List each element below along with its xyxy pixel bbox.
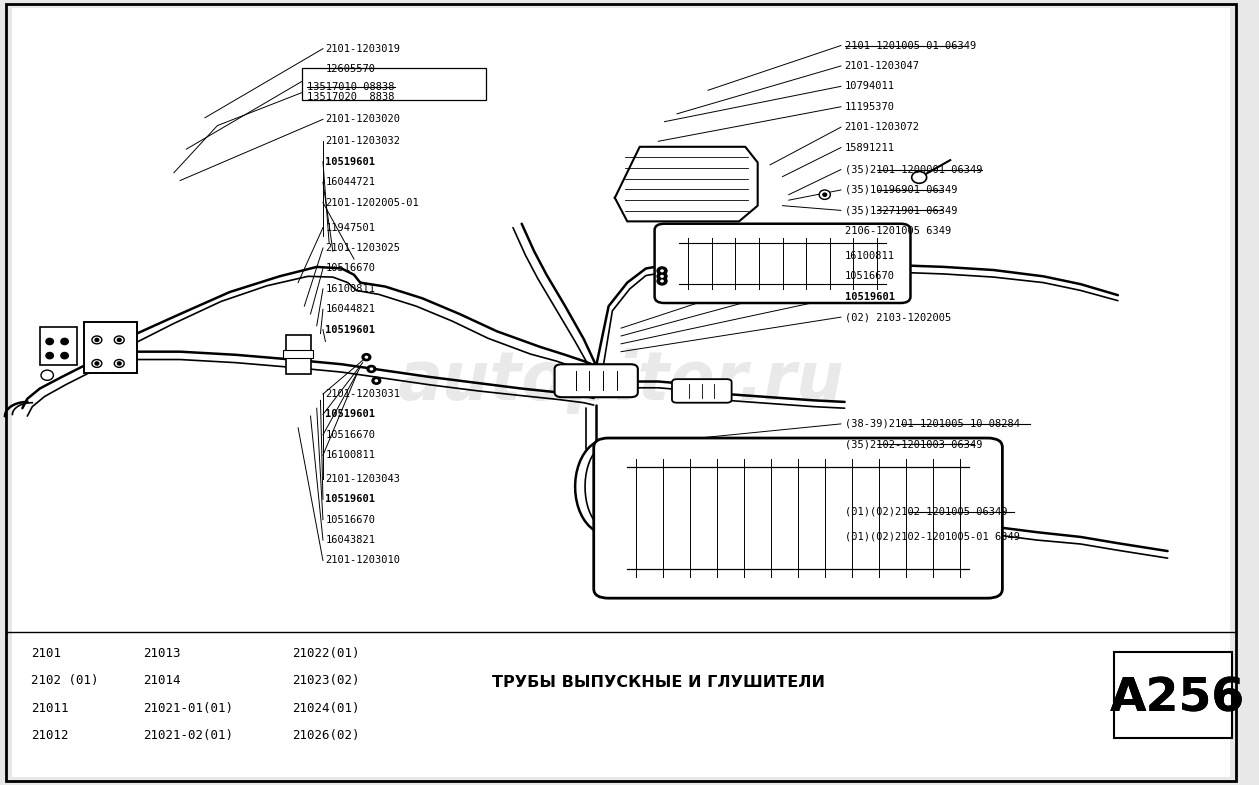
Text: 2101-1203043: 2101-1203043 <box>325 474 400 484</box>
Ellipse shape <box>92 336 102 344</box>
Text: 10519601: 10519601 <box>845 292 895 301</box>
Text: 2101-1203072: 2101-1203072 <box>845 122 919 132</box>
Text: (35)10196901 06349: (35)10196901 06349 <box>845 185 957 195</box>
Text: 21023(02): 21023(02) <box>292 674 359 687</box>
Text: 10794011: 10794011 <box>845 82 895 91</box>
Ellipse shape <box>368 366 375 373</box>
Ellipse shape <box>42 370 53 381</box>
FancyBboxPatch shape <box>655 224 910 303</box>
Text: 21014: 21014 <box>142 674 180 687</box>
Ellipse shape <box>94 362 98 365</box>
Text: 2101-1201005-01 06349: 2101-1201005-01 06349 <box>845 41 976 50</box>
Text: 21021-01(01): 21021-01(01) <box>142 702 233 714</box>
Ellipse shape <box>115 336 125 344</box>
Text: 12605570: 12605570 <box>325 64 375 74</box>
Ellipse shape <box>47 338 53 345</box>
Text: 16044821: 16044821 <box>325 305 375 314</box>
Text: 2101: 2101 <box>31 647 60 659</box>
Text: 16100811: 16100811 <box>325 451 375 460</box>
Bar <box>40 327 77 365</box>
Text: 10519601: 10519601 <box>325 495 375 504</box>
Text: 10519601: 10519601 <box>325 410 375 419</box>
Text: autopiter.ru: autopiter.ru <box>398 348 845 414</box>
Text: 21026(02): 21026(02) <box>292 729 359 742</box>
Text: 10519601: 10519601 <box>325 325 375 334</box>
Ellipse shape <box>117 362 121 365</box>
Text: 21021-02(01): 21021-02(01) <box>142 729 233 742</box>
Ellipse shape <box>657 277 667 285</box>
Text: 21013: 21013 <box>142 647 180 659</box>
Bar <box>286 335 311 374</box>
Text: (02) 2103-1202005: (02) 2103-1202005 <box>845 312 951 322</box>
Ellipse shape <box>60 338 68 345</box>
Text: 16100811: 16100811 <box>325 284 375 294</box>
Text: 2106-1201005 6349: 2106-1201005 6349 <box>845 226 951 236</box>
Text: 2101-1203047: 2101-1203047 <box>845 61 919 71</box>
Text: (35)13271901 06349: (35)13271901 06349 <box>845 206 957 215</box>
Ellipse shape <box>660 269 663 272</box>
Text: 2101-1203019: 2101-1203019 <box>325 44 400 53</box>
Ellipse shape <box>820 190 831 199</box>
Text: 21024(01): 21024(01) <box>292 702 359 714</box>
Text: 21012: 21012 <box>31 729 68 742</box>
Text: (35)2102-1201003 06349: (35)2102-1201003 06349 <box>845 440 982 449</box>
Text: (01)(02)2102-1201005-01 6349: (01)(02)2102-1201005-01 6349 <box>845 532 1020 542</box>
Text: 16100811: 16100811 <box>845 251 895 261</box>
Ellipse shape <box>912 171 927 184</box>
Ellipse shape <box>94 338 98 341</box>
Ellipse shape <box>657 267 667 275</box>
Ellipse shape <box>371 377 380 385</box>
Text: 10516670: 10516670 <box>325 430 375 440</box>
Text: 2102 (01): 2102 (01) <box>31 674 98 687</box>
Text: 10516670: 10516670 <box>845 272 895 281</box>
Ellipse shape <box>660 275 663 278</box>
Text: 13517020  8838: 13517020 8838 <box>307 93 394 102</box>
FancyBboxPatch shape <box>594 438 1002 598</box>
Bar <box>1114 652 1233 738</box>
Ellipse shape <box>47 352 53 359</box>
Text: 2101-1203031: 2101-1203031 <box>325 389 400 399</box>
Text: 2101-1203032: 2101-1203032 <box>325 137 400 146</box>
Ellipse shape <box>660 279 663 283</box>
Text: 16043821: 16043821 <box>325 535 375 545</box>
Text: 13517010 08838: 13517010 08838 <box>307 82 394 92</box>
Text: 2101-1202005-01: 2101-1202005-01 <box>325 198 419 207</box>
Text: (01)(02)2102-1201005 06349: (01)(02)2102-1201005 06349 <box>845 507 1007 517</box>
Polygon shape <box>614 147 758 221</box>
Bar <box>302 68 486 100</box>
Text: 11195370: 11195370 <box>845 102 895 111</box>
Text: 2101-1203025: 2101-1203025 <box>325 243 400 253</box>
Text: 10516670: 10516670 <box>325 264 375 273</box>
Ellipse shape <box>370 367 373 371</box>
Text: 21022(01): 21022(01) <box>292 647 359 659</box>
Ellipse shape <box>657 272 667 280</box>
Text: А256: А256 <box>1110 676 1245 721</box>
Text: 11947501: 11947501 <box>325 223 375 232</box>
FancyBboxPatch shape <box>672 379 731 403</box>
Ellipse shape <box>365 356 369 359</box>
Text: 16044721: 16044721 <box>325 177 375 187</box>
Ellipse shape <box>115 360 125 367</box>
Text: 15891211: 15891211 <box>845 143 895 152</box>
Ellipse shape <box>92 360 102 367</box>
Text: А256: А256 <box>1110 676 1245 721</box>
Text: (35)2101-1200001 06349: (35)2101-1200001 06349 <box>845 165 982 174</box>
Bar <box>283 350 313 358</box>
Text: 21011: 21011 <box>31 702 68 714</box>
Text: 10516670: 10516670 <box>325 515 375 524</box>
Ellipse shape <box>60 352 68 359</box>
Ellipse shape <box>117 338 121 341</box>
Ellipse shape <box>823 193 827 196</box>
FancyBboxPatch shape <box>555 364 638 397</box>
Text: 2101-1203010: 2101-1203010 <box>325 556 400 565</box>
Bar <box>84 322 137 373</box>
Ellipse shape <box>374 379 378 382</box>
Text: 2101-1203020: 2101-1203020 <box>325 115 400 124</box>
Text: (38-39)2101-1201005-10 08284: (38-39)2101-1201005-10 08284 <box>845 419 1020 429</box>
Ellipse shape <box>363 353 370 361</box>
Text: 10519601: 10519601 <box>325 157 375 166</box>
Text: ТРУБЫ ВЫПУСКНЫЕ И ГЛУШИТЕЛИ: ТРУБЫ ВЫПУСКНЫЕ И ГЛУШИТЕЛИ <box>492 675 825 691</box>
